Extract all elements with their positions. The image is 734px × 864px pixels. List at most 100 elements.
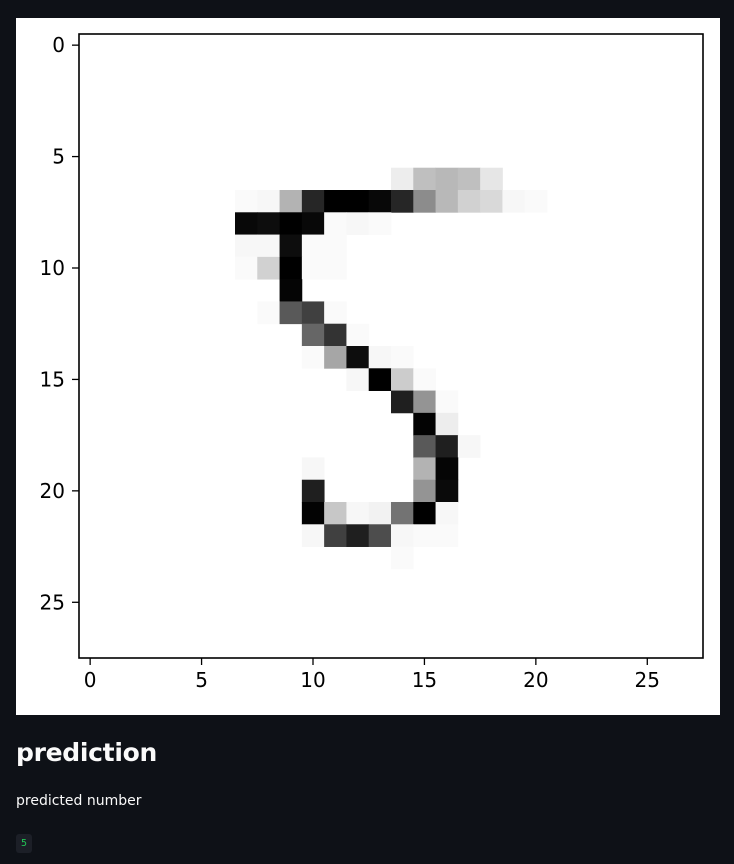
image-pixel: [368, 212, 392, 235]
image-pixel: [324, 502, 347, 525]
image-pixel: [391, 190, 414, 213]
image-pixel: [435, 435, 459, 458]
image-pixel: [346, 212, 370, 235]
image-pixel: [301, 323, 325, 347]
image-pixel: [324, 256, 347, 280]
axes-frame: [78, 33, 704, 659]
x-tick-label: 0: [84, 668, 97, 692]
image-pixel: [457, 435, 481, 458]
image-pixel: [391, 167, 414, 191]
y-tick-label: 0: [52, 33, 65, 57]
image-pixel: [391, 346, 414, 369]
image-pixel: [301, 301, 325, 325]
x-tick-label: 5: [195, 668, 208, 692]
image-pixel: [301, 502, 325, 525]
image-pixel: [257, 190, 280, 213]
image-pixel: [480, 190, 503, 213]
section-heading: prediction: [16, 738, 157, 767]
image-pixel: [524, 190, 548, 213]
image-pixel: [368, 502, 392, 525]
image-pixel: [457, 167, 481, 191]
image-pixel: [435, 457, 459, 481]
image-pixel: [324, 524, 347, 547]
image-pixel: [346, 323, 370, 347]
image-pixel: [346, 346, 370, 369]
predicted-number-label: predicted number: [16, 793, 142, 809]
image-pixel: [435, 479, 459, 503]
x-tick-label: 10: [300, 668, 325, 692]
image-pixel: [457, 190, 481, 213]
image-pixel: [413, 524, 436, 547]
x-tick-label: 20: [523, 668, 548, 692]
image-pixel: [301, 234, 325, 258]
x-tick-label: 25: [635, 668, 660, 692]
image-pixel: [435, 524, 459, 547]
image-pixel: [368, 346, 392, 369]
image-pixel: [391, 390, 414, 414]
image-pixel: [368, 524, 392, 547]
image-pixel: [301, 212, 325, 235]
image-pixel: [279, 234, 303, 258]
image-pixel: [301, 346, 325, 369]
image-pixel: [435, 190, 459, 213]
y-tick-label: 20: [40, 479, 65, 503]
y-tick-label: 10: [40, 256, 65, 280]
image-pixel: [235, 190, 258, 213]
image-pixel: [391, 368, 414, 391]
image-pixel: [435, 167, 459, 191]
image-pixel: [257, 212, 280, 235]
image-pixel: [413, 479, 436, 503]
image-pixel: [301, 457, 325, 481]
image-pixel: [301, 524, 325, 547]
image-pixel: [413, 502, 436, 525]
y-tick-label: 5: [52, 145, 65, 169]
image-pixel: [346, 190, 370, 213]
image-pixel: [324, 234, 347, 258]
image-pixel: [279, 301, 303, 325]
image-pixel: [413, 368, 436, 391]
image-pixel: [301, 190, 325, 213]
predicted-number-value: 5: [16, 834, 32, 853]
digit-image-plot: 0 5 10 15 20 25 0 5 10 15 20 25: [16, 18, 720, 715]
image-pixel: [346, 524, 370, 547]
image-pixel: [279, 256, 303, 280]
plot-svg: 0 5 10 15 20 25 0 5 10 15 20 25: [40, 33, 704, 692]
image-pixel: [279, 212, 303, 235]
image-pixel: [301, 256, 325, 280]
image-pixel: [480, 167, 503, 191]
y-tick-label: 15: [40, 367, 65, 391]
image-pixel: [235, 234, 258, 258]
image-pixel: [413, 435, 436, 458]
image-pixel: [391, 524, 414, 547]
image-pixel: [235, 256, 258, 280]
image-pixel: [391, 546, 414, 570]
image-pixel: [413, 390, 436, 414]
image-pixel: [257, 234, 280, 258]
image-pixel: [435, 502, 459, 525]
image-pixel: [324, 323, 347, 347]
image-pixel: [235, 212, 258, 235]
image-pixel: [502, 190, 526, 213]
image-pixel: [435, 390, 459, 414]
x-tick-label: 15: [412, 668, 437, 692]
image-pixel: [324, 212, 347, 235]
image-pixel: [279, 190, 303, 213]
image-pixel: [324, 301, 347, 325]
y-tick-label: 25: [40, 590, 65, 614]
image-pixel: [413, 412, 436, 436]
image-pixel: [279, 279, 303, 302]
image-pixel: [413, 190, 436, 213]
image-pixel: [301, 479, 325, 503]
image-pixel: [346, 502, 370, 525]
image-pixel: [346, 368, 370, 391]
image-pixel: [324, 190, 347, 213]
image-pixel: [413, 457, 436, 481]
image-pixel: [435, 412, 459, 436]
image-pixel: [368, 368, 392, 391]
image-pixel: [413, 167, 436, 191]
image-pixel: [391, 502, 414, 525]
image-pixel: [257, 301, 280, 325]
image-pixel: [324, 346, 347, 369]
image-pixel: [368, 190, 392, 213]
image-pixel: [257, 256, 280, 280]
